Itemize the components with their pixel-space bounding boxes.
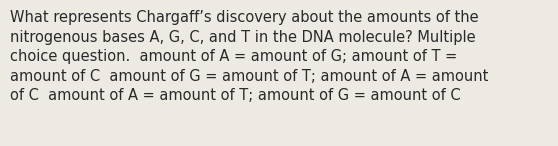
Text: What represents Chargaff’s discovery about the amounts of the
nitrogenous bases : What represents Chargaff’s discovery abo… — [10, 10, 488, 104]
